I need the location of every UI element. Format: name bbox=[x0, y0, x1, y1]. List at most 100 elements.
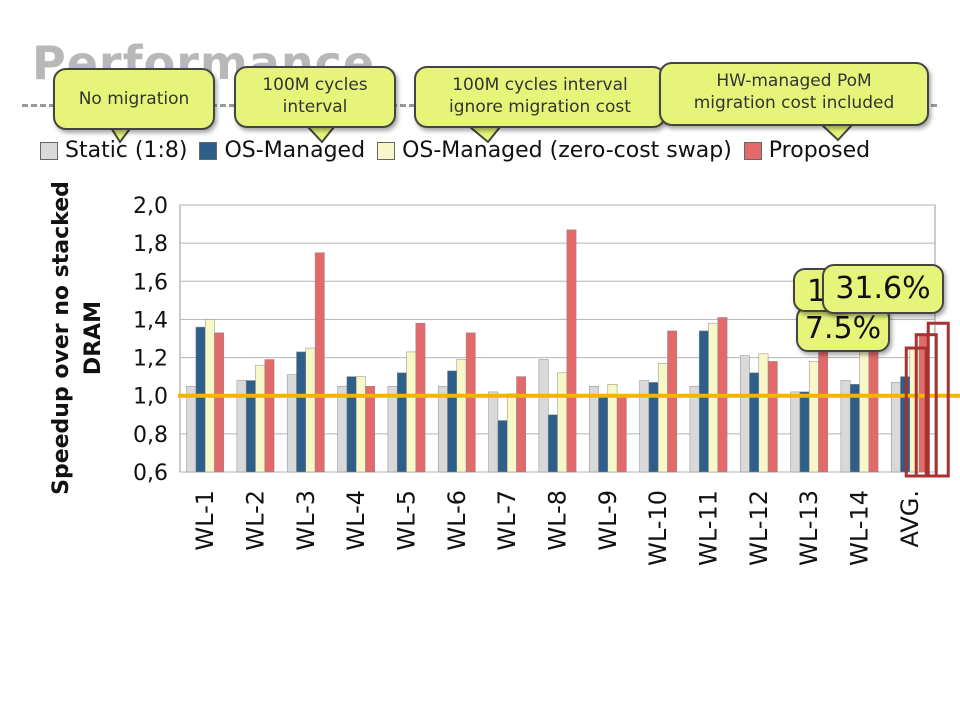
bar-proposed bbox=[264, 359, 275, 473]
highlight-pct-c: 31.6% bbox=[822, 264, 944, 314]
x-tick-label: WL-3 bbox=[292, 490, 320, 551]
bar-os-managed bbox=[598, 395, 609, 473]
callout-interval: 100M cycles interval bbox=[234, 66, 396, 128]
y-tick-label: 2,0 bbox=[133, 194, 168, 219]
bar-zero-cost bbox=[808, 361, 819, 473]
highlight-pct-a-text: 1 bbox=[807, 274, 827, 309]
callout-zero-cost-line1: 100M cycles interval bbox=[452, 75, 628, 95]
bar-os-managed bbox=[799, 391, 810, 473]
legend-swatch-proposed bbox=[743, 141, 762, 160]
legend-label-os-managed: OS-Managed bbox=[224, 138, 366, 163]
legend-item-static: Static (1:8) bbox=[40, 138, 187, 163]
bar-os-managed bbox=[749, 372, 760, 473]
legend-item-proposed: Proposed bbox=[743, 138, 871, 163]
callout-hw-managed: HW-managed PoM migration cost included bbox=[659, 62, 929, 126]
bar-proposed bbox=[818, 338, 829, 473]
bar-static bbox=[337, 385, 348, 473]
bar-proposed bbox=[214, 332, 225, 473]
bar-static bbox=[387, 385, 398, 473]
bar-zero-cost bbox=[758, 353, 769, 473]
x-tick-label: WL-10 bbox=[644, 490, 672, 566]
y-tick-label: 1,2 bbox=[133, 347, 168, 372]
callout-interval-line1: 100M cycles bbox=[262, 75, 368, 95]
bar-static bbox=[689, 385, 700, 473]
legend-swatch-os-managed bbox=[199, 141, 218, 160]
x-tick-label: WL-5 bbox=[393, 490, 421, 551]
callout-zero-cost: 100M cycles interval ignore migration co… bbox=[414, 66, 666, 128]
legend-label-static: Static (1:8) bbox=[65, 138, 188, 163]
highlight-pct-c-text: 31.6% bbox=[835, 271, 931, 306]
y-tick-label: 0,8 bbox=[133, 423, 168, 448]
bar-os-managed bbox=[396, 372, 407, 473]
callout-interval-line2: interval bbox=[282, 97, 348, 117]
bar-proposed bbox=[314, 252, 325, 473]
y-axis-label: Speedup over no stacked DRAM bbox=[49, 181, 106, 495]
bar-static bbox=[186, 385, 197, 473]
bar-os-managed bbox=[447, 370, 458, 473]
x-tick-label: WL-1 bbox=[191, 490, 219, 551]
x-tick-label: WL-6 bbox=[443, 490, 471, 551]
x-tick-label: AVG. bbox=[896, 490, 924, 548]
bar-static bbox=[488, 391, 499, 473]
callout-zero-cost-line2: ignore migration cost bbox=[449, 97, 631, 117]
legend-swatch-static bbox=[40, 141, 58, 160]
bar-proposed bbox=[365, 385, 376, 473]
x-tick-label: WL-8 bbox=[544, 490, 572, 551]
y-tick-label: 1,4 bbox=[133, 308, 168, 333]
callout-hw-line2: migration cost included bbox=[693, 93, 895, 113]
bar-os-managed bbox=[547, 414, 558, 473]
bar-zero-cost bbox=[406, 351, 417, 473]
bar-zero-cost bbox=[657, 363, 668, 473]
bar-proposed bbox=[516, 376, 527, 473]
bar-os-managed bbox=[296, 351, 307, 473]
bar-static bbox=[588, 385, 599, 473]
bar-zero-cost bbox=[305, 347, 316, 473]
y-tick-label: 1,0 bbox=[133, 385, 168, 410]
callout-no-migration-text: No migration bbox=[78, 89, 190, 109]
bar-static bbox=[286, 374, 297, 473]
legend-label-zero-cost: OS-Managed (zero-cost swap) bbox=[402, 138, 732, 163]
bar-zero-cost bbox=[355, 376, 366, 473]
legend-swatch-zero-cost bbox=[377, 141, 396, 160]
y-tick-label: 0,6 bbox=[133, 461, 168, 486]
bar-static bbox=[538, 359, 549, 473]
x-tick-label: WL-13 bbox=[795, 490, 823, 566]
bar-zero-cost bbox=[859, 345, 870, 473]
bar-proposed bbox=[868, 338, 879, 473]
bar-static bbox=[437, 385, 448, 473]
chart-legend: Static (1:8) OS-Managed OS-Managed (zero… bbox=[40, 138, 882, 163]
highlight-pct-b-text: 7.5% bbox=[804, 311, 882, 346]
avg-highlight-box bbox=[914, 333, 938, 478]
bar-os-managed bbox=[195, 326, 206, 473]
x-tick-label: WL-11 bbox=[695, 490, 723, 566]
bar-os-managed bbox=[346, 376, 357, 473]
bar-proposed bbox=[465, 332, 476, 473]
bar-zero-cost bbox=[255, 364, 266, 473]
bar-zero-cost bbox=[506, 393, 517, 473]
x-tick-label: WL-4 bbox=[342, 490, 370, 551]
x-tick-label: WL-2 bbox=[242, 490, 270, 551]
bar-zero-cost bbox=[557, 372, 568, 473]
callout-hw-line1: HW-managed PoM bbox=[716, 71, 872, 91]
bar-os-managed bbox=[698, 330, 709, 473]
legend-item-zero-cost: OS-Managed (zero-cost swap) bbox=[377, 138, 732, 163]
bar-static bbox=[790, 391, 801, 473]
x-tick-label: WL-7 bbox=[493, 490, 521, 551]
bar-static bbox=[739, 355, 750, 473]
callout-no-migration: No migration bbox=[53, 68, 215, 130]
bar-proposed bbox=[667, 330, 678, 473]
legend-item-os-managed: OS-Managed bbox=[199, 138, 365, 163]
bar-proposed bbox=[616, 395, 627, 473]
bar-zero-cost bbox=[456, 359, 467, 473]
avg-highlight-box bbox=[926, 321, 950, 478]
x-tick-label: WL-12 bbox=[745, 490, 773, 566]
bar-proposed bbox=[767, 361, 778, 473]
y-tick-label: 1,8 bbox=[133, 232, 168, 257]
bar-proposed bbox=[566, 229, 577, 473]
x-tick-label: WL-14 bbox=[846, 490, 874, 566]
legend-label-proposed: Proposed bbox=[768, 138, 871, 163]
y-tick-label: 1,6 bbox=[133, 270, 168, 295]
x-tick-label: WL-9 bbox=[594, 490, 622, 551]
bar-os-managed bbox=[497, 420, 508, 473]
